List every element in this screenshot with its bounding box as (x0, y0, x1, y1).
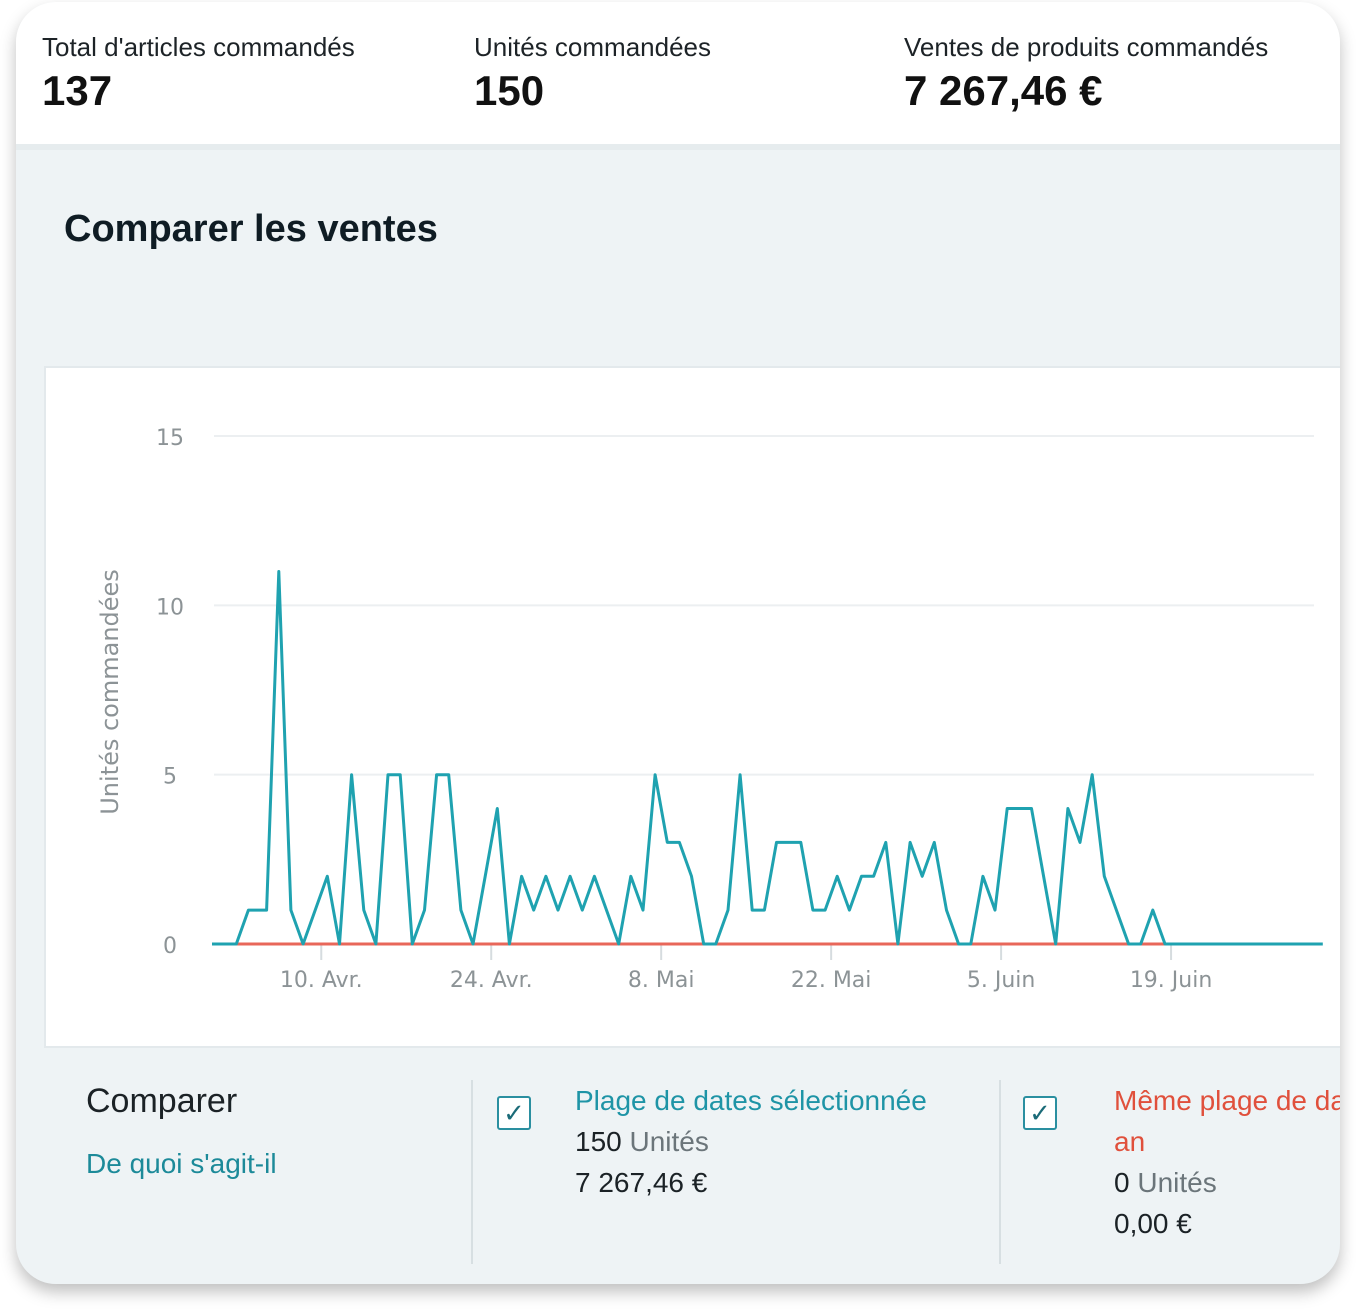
metric-label: Ventes de produits commandés (904, 32, 1269, 62)
previous-year-amount: 0,00 € (1114, 1208, 1192, 1239)
y-tick-label: 10 (156, 595, 184, 620)
section-title: Comparer les ventes (64, 208, 438, 250)
series-line (212, 570, 1323, 946)
y-tick-label: 15 (156, 426, 184, 451)
metric-value: 150 (474, 67, 545, 114)
units-label: Unités (629, 1126, 709, 1157)
y-axis-label: Unités commandées (96, 569, 124, 815)
legend-divider (471, 1080, 473, 1264)
metric-total-items: Total d'articles commandés 137 (42, 32, 355, 115)
x-tick-label: 8. Mai (628, 968, 695, 993)
selected-range-checkbox[interactable]: ✓ (497, 1096, 531, 1130)
selected-range-legend: Plage de dates sélectionnée 150 Unités 7… (575, 1080, 927, 1203)
metric-label: Total d'articles commandés (42, 32, 355, 62)
previous-year-checkbox[interactable]: ✓ (1023, 1096, 1057, 1130)
previous-year-units: 0 Unités (1114, 1162, 1340, 1203)
chart-svg: 0 5 10 15 Unités commandées 10. Avr. 24. Avr. 8… (96, 426, 1323, 993)
selected-range-units: 150 Unités (575, 1121, 927, 1162)
previous-year-name: Même plage de da (1114, 1085, 1340, 1116)
x-tick-label: 10. Avr. (280, 968, 363, 993)
metric-units-ordered: Unités commandées 150 (474, 32, 711, 115)
x-tick-label: 5. Juin (967, 968, 1035, 993)
x-tick-label: 24. Avr. (450, 968, 533, 993)
metric-value: 7 267,46 € (904, 67, 1103, 114)
sales-dashboard-card: Total d'articles commandés 137 Unités co… (16, 2, 1340, 1284)
compare-title: Comparer (86, 1082, 238, 1120)
x-tick-label: 22. Mai (791, 968, 872, 993)
units-value: 0 (1114, 1167, 1130, 1198)
selected-range-name: Plage de dates sélectionnée (575, 1085, 927, 1116)
y-tick-label: 0 (163, 934, 177, 959)
legend-divider (999, 1080, 1001, 1264)
metric-value: 137 (42, 67, 113, 114)
units-value: 150 (575, 1126, 622, 1157)
previous-year-name-cont: an (1114, 1126, 1146, 1157)
selected-range-amount: 7 267,46 € (575, 1167, 708, 1198)
previous-year-legend: Même plage de da an 0 Unités 0,00 € (1114, 1080, 1340, 1244)
metric-label: Unités commandées (474, 32, 711, 62)
units-label: Unités (1137, 1167, 1217, 1198)
x-tick-label: 19. Juin (1130, 968, 1212, 993)
sales-chart: 0 5 10 15 Unités commandées 10. Avr. 24. Avr. 8… (44, 366, 1340, 1048)
metric-product-sales: Ventes de produits commandés 7 267,46 € (904, 32, 1268, 115)
metrics-bar: Total d'articles commandés 137 Unités co… (16, 2, 1340, 150)
y-tick-label: 5 (163, 765, 177, 790)
what-is-it-link[interactable]: De quoi s'agit-il (86, 1148, 277, 1179)
